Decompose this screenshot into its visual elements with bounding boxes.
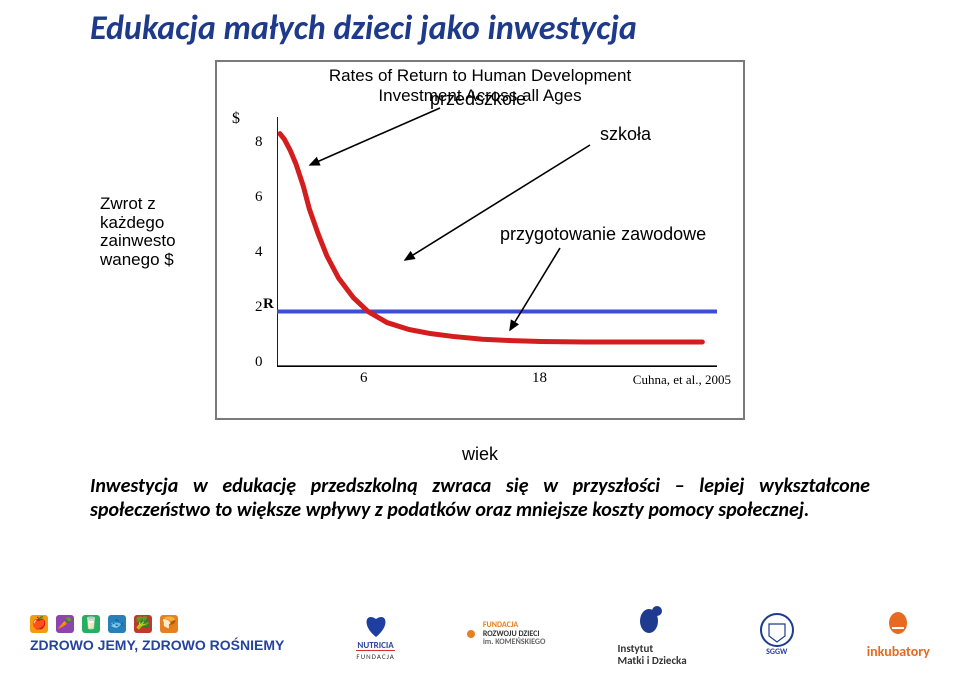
- logo-instytut-matki: Instytut Matki i Dziecka: [617, 601, 686, 666]
- y-tick-1: 2: [255, 299, 263, 316]
- y-axis-label: $: [232, 110, 240, 128]
- mother-child-icon: [637, 601, 667, 635]
- logo-label: im. KOMEŃSKIEGO: [483, 637, 546, 647]
- y-tick-4: 8: [255, 134, 263, 151]
- cube-icon: 🍎: [30, 615, 48, 633]
- x-tick-1: 18: [532, 370, 547, 387]
- logo-label: inkubatory: [867, 643, 930, 660]
- cube-icon: 🥛: [82, 615, 100, 633]
- cube-icon: 🥦: [134, 615, 152, 633]
- chart-title-line1: Rates of Return to Human Development: [329, 66, 631, 85]
- y-tick-0: 0: [255, 354, 263, 371]
- y-tick-3: 6: [255, 189, 263, 206]
- side-label-line1: Zwrot z: [100, 194, 156, 213]
- annotation-przedszkole: przedszkole: [430, 90, 526, 110]
- food-cubes-row: 🍎 🥕 🥛 🐟 🥦 🍞: [30, 615, 178, 633]
- r-label: R: [263, 296, 274, 313]
- y-tick-2: 4: [255, 244, 263, 261]
- logo-nutricia: NUTRICIA FUNDACJA: [356, 607, 394, 661]
- chart-credit: Cuhna, et al., 2005: [633, 372, 731, 388]
- x-axis-label-wiek: wiek: [0, 444, 960, 465]
- logo-inkubatory: inkubatory: [867, 609, 930, 660]
- footer-logos: 🍎 🥕 🥛 🐟 🥦 🍞 ZDROWO JEMY, ZDROWO ROŚNIEMY…: [30, 584, 930, 684]
- crest-icon: [759, 612, 795, 648]
- slogan-sub: ZDROWO ROŚNIEMY: [142, 637, 284, 653]
- logo-label: Matki i Dziecka: [617, 654, 686, 667]
- side-label-line4: wanego $: [100, 250, 174, 269]
- page-title: Edukacja małych dzieci jako inwestycja: [90, 8, 637, 49]
- logo-zdrowo-slogan: 🍎 🥕 🥛 🐟 🥦 🍞 ZDROWO JEMY, ZDROWO ROŚNIEMY: [30, 615, 284, 653]
- logo-label: NUTRICIA: [357, 641, 393, 650]
- slogan-main: ZDROWO JEMY,: [30, 637, 138, 653]
- egg-icon: [885, 609, 911, 635]
- logo-sublabel: FUNDACJA: [356, 650, 394, 661]
- cube-icon: 🍞: [160, 615, 178, 633]
- annotation-szkola: szkoła: [600, 125, 651, 145]
- x-tick-0: 6: [360, 370, 368, 387]
- summary-paragraph: Inwestycja w edukację przedszkolną zwrac…: [90, 474, 870, 522]
- cube-icon: 🐟: [108, 615, 126, 633]
- side-label-line2: każdego: [100, 213, 164, 232]
- side-label-line3: zainwesto: [100, 231, 176, 250]
- logo-sggw: SGGW: [759, 612, 795, 656]
- logo-fundacja-rozwoju: FUNDACJA ROZWOJU DZIECI im. KOMEŃSKIEGO: [467, 621, 546, 646]
- annotation-przygotowanie: przygotowanie zawodowe: [500, 225, 706, 245]
- cube-icon: 🥕: [56, 615, 74, 633]
- logo-label: SGGW: [766, 648, 787, 656]
- side-label-zwrot: Zwrot z każdego zainwesto wanego $: [100, 195, 176, 270]
- heart-icon: [359, 607, 393, 641]
